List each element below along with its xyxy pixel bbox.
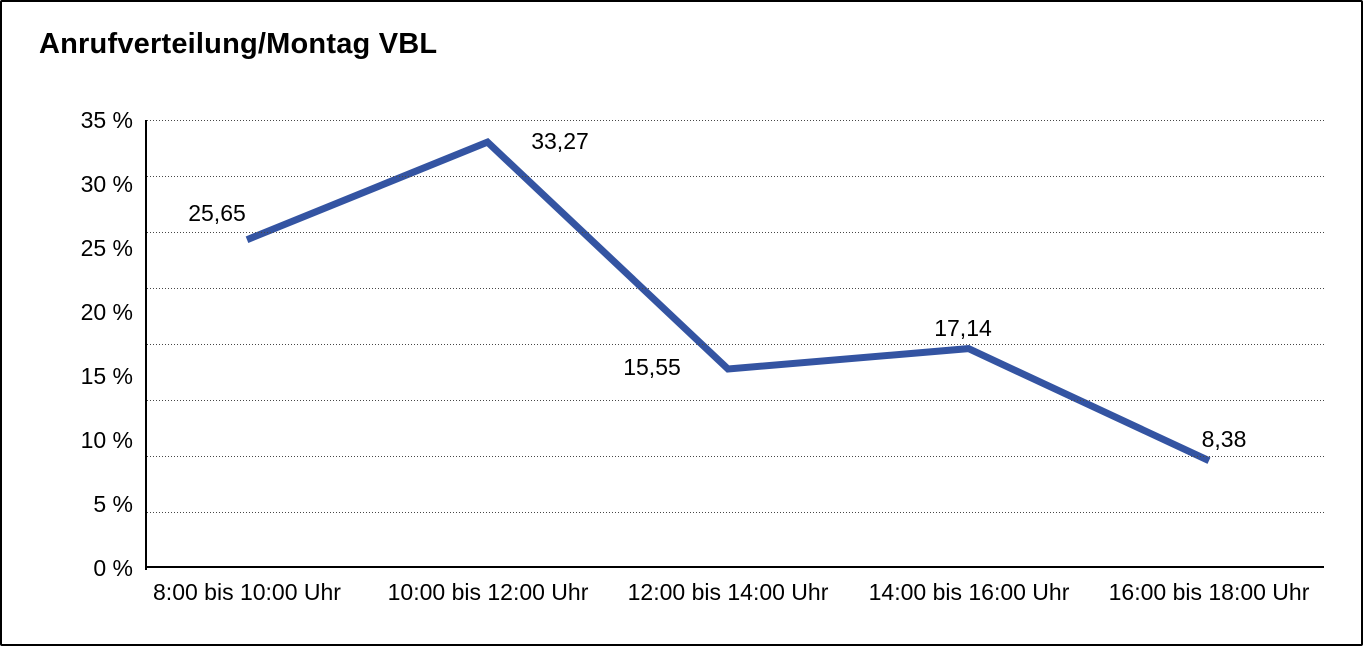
data-line	[245, 138, 1211, 464]
y-axis-line	[145, 120, 147, 570]
x-axis-category-label: 14:00 bis 16:00 Uhr	[868, 579, 1070, 605]
y-axis-tick-label: 5 %	[93, 491, 133, 517]
gridline	[147, 120, 1324, 121]
data-value-label: 17,14	[934, 315, 992, 341]
gridline	[147, 288, 1324, 289]
x-axis-category-label: 8:00 bis 10:00 Uhr	[153, 579, 341, 605]
chart-title: Anrufverteilung/Montag VBL	[39, 28, 438, 60]
plot-area: 35 % 30 % 25 % 20 % 15 % 10 % 5 % 0 % 8:00 bis 1…	[81, 107, 1324, 605]
gridline	[147, 344, 1324, 345]
line-series-svg	[245, 138, 1211, 464]
y-axis-tick-label: 25 %	[80, 235, 133, 261]
y-axis-tick-label: 15 %	[80, 363, 133, 389]
x-axis-line	[147, 566, 1324, 568]
data-value-label: 8,38	[1201, 426, 1247, 452]
y-axis-tick-label: 0 %	[93, 555, 133, 581]
gridline	[147, 176, 1324, 177]
x-axis-category-label: 12:00 bis 14:00 Uhr	[627, 579, 829, 605]
gridline	[147, 512, 1324, 513]
data-value-label: 15,55	[623, 354, 681, 380]
x-axis-category-label: 10:00 bis 12:00 Uhr	[387, 579, 589, 605]
y-axis-tick-label: 10 %	[80, 427, 133, 453]
y-axis-tick-label: 35 %	[80, 107, 133, 133]
gridline	[147, 456, 1324, 457]
x-axis-category-label: 16:00 bis 18:00 Uhr	[1108, 579, 1310, 605]
y-axis-tick-label: 20 %	[80, 299, 133, 325]
data-value-label: 33,27	[531, 128, 589, 154]
data-value-label: 25,65	[188, 200, 246, 226]
gridline	[147, 400, 1324, 401]
y-axis-tick-label: 30 %	[80, 171, 133, 197]
gridline	[147, 232, 1324, 233]
